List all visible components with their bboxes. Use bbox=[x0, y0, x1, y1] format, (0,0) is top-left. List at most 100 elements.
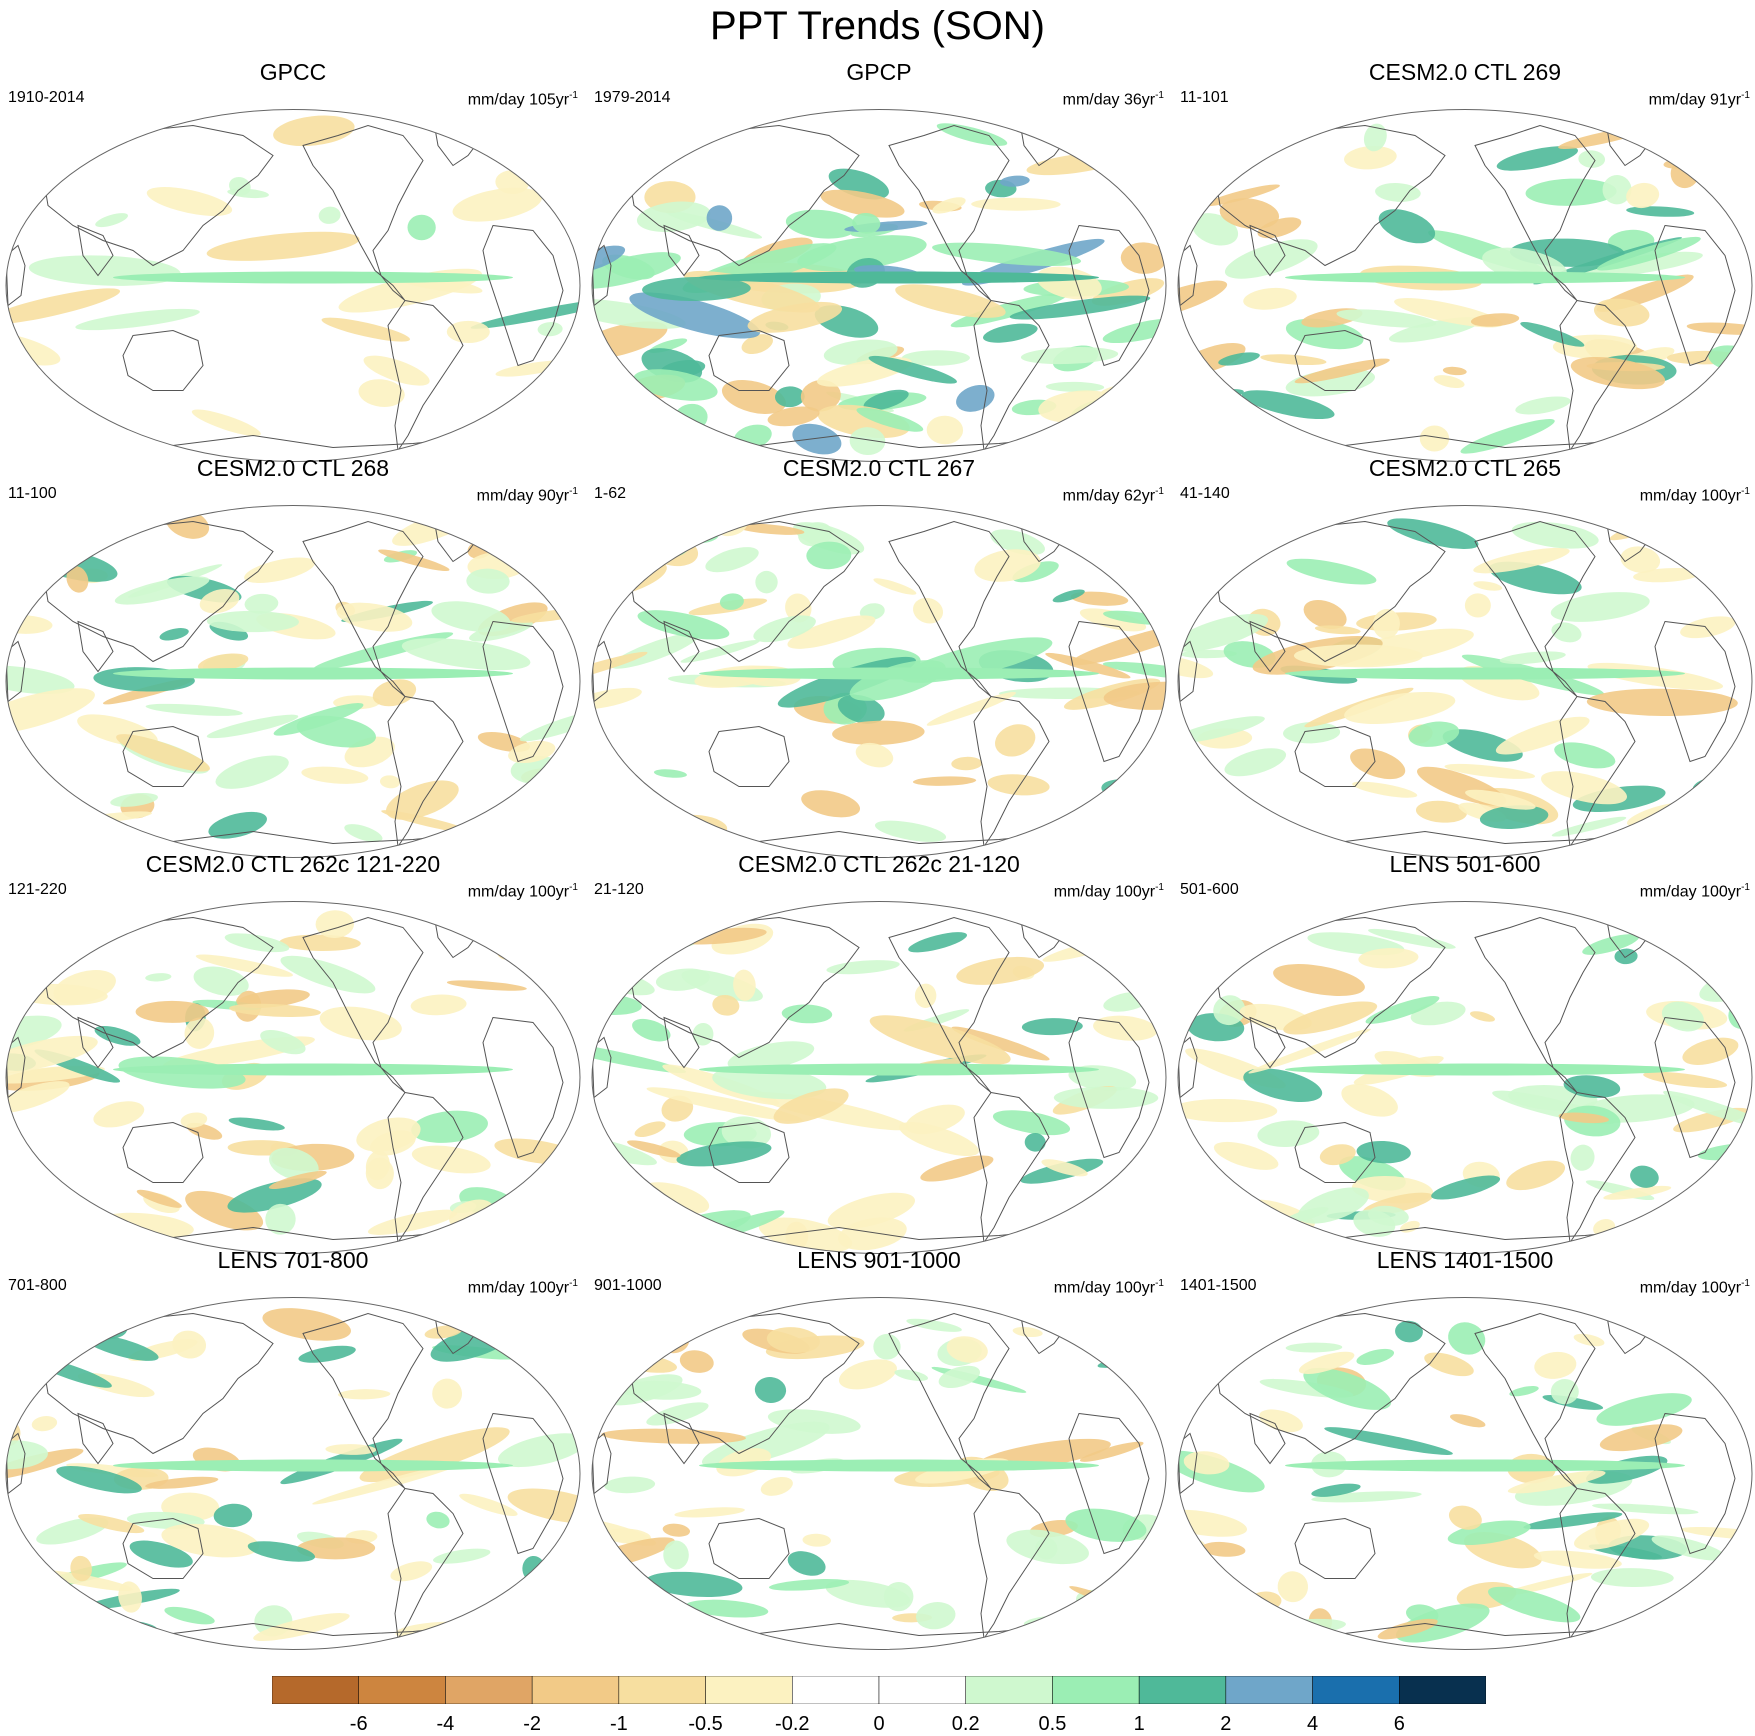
trend-blob bbox=[873, 578, 917, 595]
trend-blob bbox=[538, 417, 572, 438]
panel-years: 501-600 bbox=[1180, 881, 1239, 898]
map bbox=[1177, 109, 1753, 462]
coastline bbox=[1214, 124, 1446, 267]
trend-blob bbox=[646, 1402, 709, 1426]
trend-blob bbox=[869, 1015, 1011, 1065]
trend-blob bbox=[655, 968, 710, 991]
map-panel: LENS 701-800 701-800 mm/day 100yr-1 bbox=[0, 1246, 586, 1650]
trend-blob bbox=[932, 242, 1082, 267]
trend-blob bbox=[1353, 1209, 1396, 1237]
trend-blob bbox=[356, 1117, 421, 1152]
panel-title: GPCP bbox=[846, 59, 912, 85]
trend-blob bbox=[1356, 1348, 1395, 1365]
trend-blob bbox=[1670, 158, 1700, 189]
map bbox=[1177, 1297, 1753, 1650]
trend-blob bbox=[1350, 748, 1406, 780]
trend-blob bbox=[785, 593, 812, 623]
trend-blob bbox=[673, 814, 728, 837]
colorbar-tick-label: 0.5 bbox=[1038, 1713, 1067, 1735]
trend-blob bbox=[372, 679, 417, 707]
trend-blob bbox=[1257, 1120, 1320, 1148]
trend-blob bbox=[1558, 126, 1648, 150]
trend-blob bbox=[411, 1110, 488, 1143]
trend-blob bbox=[956, 385, 995, 412]
trend-blob bbox=[70, 1555, 92, 1582]
coastline bbox=[888, 916, 1010, 1093]
trend-blob bbox=[951, 1026, 1050, 1061]
trend-blob bbox=[1178, 716, 1265, 744]
trend-blob bbox=[894, 1369, 929, 1382]
trend-blob bbox=[279, 934, 361, 952]
map-border bbox=[1177, 505, 1753, 858]
trend-blob bbox=[296, 1537, 376, 1560]
trend-blob bbox=[6, 688, 95, 735]
trend-blob bbox=[6, 331, 61, 366]
itcz-band bbox=[113, 271, 513, 284]
coastline bbox=[663, 1412, 700, 1465]
trend-blob bbox=[1365, 996, 1440, 1024]
map bbox=[5, 109, 581, 462]
trend-blob bbox=[247, 1541, 316, 1562]
trend-blob bbox=[268, 1170, 327, 1189]
trend-blob bbox=[1178, 1509, 1248, 1537]
trend-blob bbox=[273, 115, 355, 147]
coastline bbox=[387, 299, 464, 452]
colorbar-swatch bbox=[445, 1676, 533, 1704]
trend-blob bbox=[1344, 691, 1456, 724]
trend-blob bbox=[741, 334, 773, 355]
colorbar-swatch bbox=[965, 1676, 1053, 1704]
trend-blob bbox=[1042, 934, 1137, 962]
trend-blob bbox=[1247, 1591, 1282, 1612]
trend-blob bbox=[1285, 318, 1364, 350]
trend-blob bbox=[1723, 1549, 1752, 1569]
trend-blob bbox=[733, 969, 756, 1001]
trend-blob bbox=[301, 766, 369, 784]
trend-blob bbox=[592, 784, 640, 801]
trend-blob bbox=[1470, 1011, 1495, 1022]
trend-blob bbox=[549, 800, 571, 819]
trend-blob bbox=[1603, 1185, 1672, 1200]
trend-blob bbox=[1178, 915, 1199, 932]
coastline bbox=[1178, 1036, 1198, 1099]
colorbar-swatch bbox=[531, 1676, 620, 1704]
trend-blob bbox=[705, 547, 759, 573]
trend-blob bbox=[367, 1209, 458, 1235]
trend-blob bbox=[1200, 1201, 1250, 1226]
trend-blob bbox=[193, 966, 249, 996]
coastline bbox=[1474, 1312, 1596, 1489]
trend-blob bbox=[898, 1122, 979, 1157]
panel-units: mm/day 100yr-1 bbox=[1639, 1278, 1750, 1297]
coastline bbox=[482, 1016, 564, 1159]
trend-blob bbox=[747, 301, 843, 333]
coastline bbox=[302, 124, 424, 301]
trend-blob bbox=[627, 1140, 681, 1158]
coastline bbox=[77, 1412, 114, 1465]
coastline bbox=[1474, 124, 1596, 301]
trend-blob bbox=[637, 610, 730, 640]
trend-blob bbox=[1248, 1028, 1371, 1074]
trend-blob bbox=[856, 407, 924, 432]
trend-blob bbox=[1251, 1618, 1346, 1637]
trend-blob bbox=[634, 1121, 666, 1138]
trend-blob bbox=[533, 405, 556, 428]
trend-blob bbox=[1523, 1512, 1623, 1530]
trend-blob bbox=[1588, 1544, 1662, 1560]
trend-blob bbox=[926, 415, 964, 445]
trend-blob bbox=[379, 775, 401, 789]
panel-units: mm/day 90yr-1 bbox=[476, 486, 578, 505]
coastline bbox=[1264, 830, 1666, 845]
map-panel: GPCC 1910-2014 mm/day 105yr-1 bbox=[0, 58, 586, 462]
trend-blob bbox=[1699, 783, 1752, 818]
panel-years: 1-62 bbox=[594, 485, 627, 502]
coastline bbox=[42, 1312, 274, 1455]
coastline bbox=[1068, 224, 1150, 367]
trend-blob bbox=[433, 1548, 491, 1564]
coastline bbox=[1249, 1412, 1286, 1465]
trend-blob bbox=[1026, 152, 1125, 176]
trend-blob bbox=[662, 1523, 691, 1537]
coastline bbox=[6, 244, 26, 307]
trend-blob bbox=[215, 755, 289, 789]
map bbox=[1177, 505, 1753, 858]
trend-blob bbox=[721, 1116, 772, 1149]
trend-blob bbox=[446, 320, 490, 344]
